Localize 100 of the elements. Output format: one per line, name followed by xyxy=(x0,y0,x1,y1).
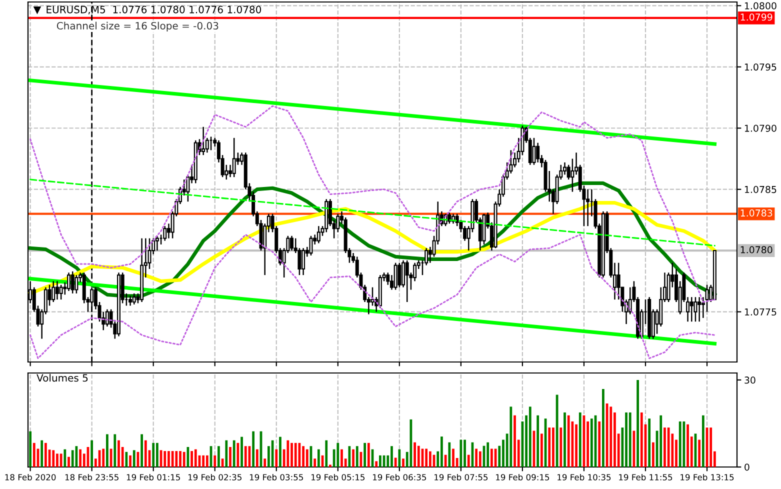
bar xyxy=(702,415,704,467)
chart-title: EURUSD,M5 1.0776 1.0780 1.0776 1.0780 xyxy=(46,6,262,14)
bar xyxy=(152,442,155,467)
line-series xyxy=(30,234,716,360)
bar xyxy=(294,442,297,467)
ref-line-label: 1.0799 xyxy=(740,14,772,21)
bar xyxy=(64,449,66,467)
bar xyxy=(244,446,247,467)
bar xyxy=(290,442,293,467)
bar xyxy=(118,440,120,467)
bar xyxy=(464,440,466,467)
bar xyxy=(206,455,208,467)
bar xyxy=(279,436,282,467)
bar xyxy=(664,428,666,467)
bar xyxy=(590,418,593,467)
x-tick-label: 18 Feb 2020 xyxy=(5,474,56,480)
bar xyxy=(56,454,58,467)
bar xyxy=(264,458,266,467)
bar xyxy=(379,455,382,467)
candlestick xyxy=(536,142,540,164)
candlestick xyxy=(232,137,236,178)
bar xyxy=(490,448,493,467)
bar xyxy=(428,451,432,467)
bar xyxy=(325,440,328,467)
bar xyxy=(552,428,554,467)
bar xyxy=(218,446,220,467)
bar xyxy=(510,406,512,467)
bar xyxy=(567,415,570,467)
bar xyxy=(528,406,532,467)
bar xyxy=(90,440,94,467)
bar xyxy=(317,449,320,467)
bar xyxy=(636,380,639,467)
bar xyxy=(367,442,370,467)
candlestick xyxy=(370,286,374,306)
bar xyxy=(440,436,443,467)
x-tick-label: 19 Feb 07:55 xyxy=(434,474,488,480)
bar xyxy=(640,412,643,467)
bar xyxy=(29,431,32,467)
bar xyxy=(306,449,308,467)
bar xyxy=(52,450,55,467)
bar xyxy=(275,449,278,467)
candlestick xyxy=(302,247,306,276)
y-tick-label: 1.0775 xyxy=(744,308,776,316)
bar xyxy=(252,431,255,467)
candlestick xyxy=(698,296,702,322)
candlestick xyxy=(67,272,71,292)
bar xyxy=(229,446,232,467)
bar xyxy=(578,412,582,467)
bar xyxy=(375,461,378,467)
bar xyxy=(314,458,316,467)
candlestick xyxy=(74,274,78,294)
candlestick xyxy=(394,262,398,290)
ref-line-label: 1.0780 xyxy=(740,246,772,254)
bar xyxy=(140,434,143,467)
bar xyxy=(190,451,193,467)
y-tick-label: 1.0795 xyxy=(744,63,776,71)
candlestick xyxy=(586,188,590,227)
bar xyxy=(114,434,116,467)
candlestick xyxy=(59,284,63,300)
x-tick-label: 19 Feb 01:15 xyxy=(126,474,180,480)
x-tick-label: 18 Feb 23:55 xyxy=(65,474,118,480)
bar xyxy=(648,418,651,467)
bar xyxy=(129,455,132,467)
bar xyxy=(625,412,628,467)
bar xyxy=(556,394,558,467)
bar xyxy=(398,449,401,467)
bar xyxy=(225,440,228,467)
bar xyxy=(106,434,108,467)
bar xyxy=(486,442,490,467)
candlestick xyxy=(316,225,320,244)
x-tick-label: 19 Feb 03:55 xyxy=(250,474,303,480)
bar xyxy=(448,442,451,467)
candlestick xyxy=(132,292,136,306)
bar xyxy=(240,436,243,467)
bar xyxy=(132,450,136,467)
bar xyxy=(652,442,654,467)
x-tick-label: 19 Feb 13:15 xyxy=(680,474,734,480)
x-tick-label: 19 Feb 06:35 xyxy=(373,474,426,480)
bar xyxy=(678,421,682,467)
bar xyxy=(660,415,662,467)
bar xyxy=(598,421,601,467)
candlestick xyxy=(163,225,167,242)
bar xyxy=(602,388,604,467)
bar xyxy=(194,449,197,467)
bar xyxy=(667,428,670,467)
candlestick xyxy=(290,235,294,252)
bar xyxy=(610,406,612,467)
bar xyxy=(564,412,566,467)
bar xyxy=(352,449,354,467)
bar xyxy=(214,455,216,467)
y-tick-label: 1.0800 xyxy=(744,2,776,10)
bar xyxy=(182,452,186,467)
bar xyxy=(686,424,689,467)
x-tick-label: 19 Feb 11:55 xyxy=(619,474,672,480)
bar xyxy=(202,455,205,467)
bar xyxy=(682,421,686,467)
bar xyxy=(102,448,105,467)
bar xyxy=(710,428,712,467)
bar xyxy=(452,448,454,467)
candlestick xyxy=(55,280,59,300)
